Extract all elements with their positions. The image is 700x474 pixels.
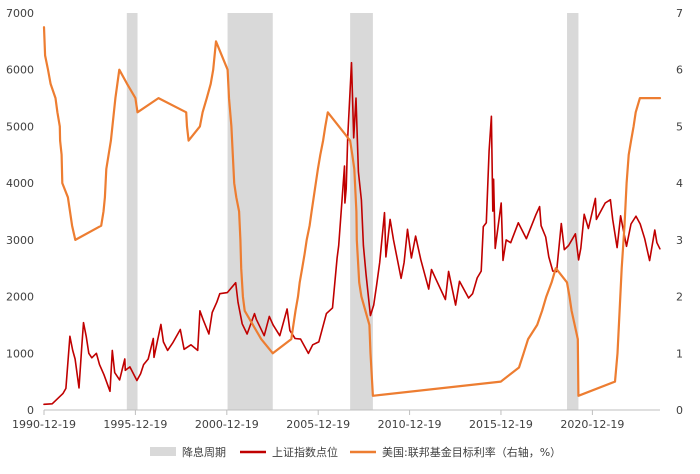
y-right-tick-label: 3	[676, 234, 683, 247]
x-tick-label: 1995-12-19	[103, 418, 167, 431]
legend-label: 降息周期	[182, 445, 226, 459]
x-tick-label: 1990-12-19	[12, 418, 76, 431]
legend-label: 美国:联邦基金目标利率（右轴，%）	[382, 445, 561, 459]
x-tick-label: 2010-12-19	[378, 418, 442, 431]
rate-cut-band	[227, 13, 273, 410]
rate-cut-band	[567, 13, 579, 410]
y-right-tick-label: 7	[676, 7, 683, 20]
y-left-tick-label: 4000	[6, 177, 34, 190]
series-lines	[42, 26, 662, 406]
shanghai-index-line	[43, 61, 661, 406]
legend-item: 上证指数点位	[240, 445, 338, 459]
y-left-tick-label: 3000	[6, 234, 34, 247]
y-left-tick-label: 5000	[6, 120, 34, 133]
legend-item: 降息周期	[150, 445, 226, 459]
rate-cut-bands	[126, 13, 579, 410]
y-right-tick-label: 4	[676, 177, 683, 190]
fed-funds-rate-line	[42, 26, 662, 397]
y-right-tick-label: 1	[676, 347, 683, 360]
y-left-tick-label: 7000	[6, 7, 34, 20]
x-tick-label: 2015-12-19	[469, 418, 533, 431]
x-tick-label: 2000-12-19	[195, 418, 259, 431]
y-right-tick-label: 0	[676, 404, 683, 417]
x-tick-label: 2005-12-19	[286, 418, 350, 431]
y-right-tick-label: 2	[676, 291, 683, 304]
y-left-tick-label: 0	[27, 404, 34, 417]
y-left-tick-label: 1000	[6, 347, 34, 360]
axes	[43, 409, 660, 415]
y-left-tick-label: 6000	[6, 64, 34, 77]
legend-swatch	[150, 447, 176, 456]
y-left-tick-label: 2000	[6, 291, 34, 304]
legend-label: 上证指数点位	[272, 445, 338, 459]
y-right-tick-label: 5	[676, 120, 683, 133]
y-right-tick-label: 6	[676, 64, 683, 77]
legend-item: 美国:联邦基金目标利率（右轴，%）	[350, 445, 561, 459]
rate-cut-band	[126, 13, 138, 410]
legend: 降息周期 上证指数点位 美国:联邦基金目标利率（右轴，%）	[150, 445, 561, 459]
x-tick-label: 2020-12-19	[560, 418, 624, 431]
tick-labels: 1990-12-19 1995-12-19 2000-12-19 2005-12-19…	[6, 7, 683, 431]
